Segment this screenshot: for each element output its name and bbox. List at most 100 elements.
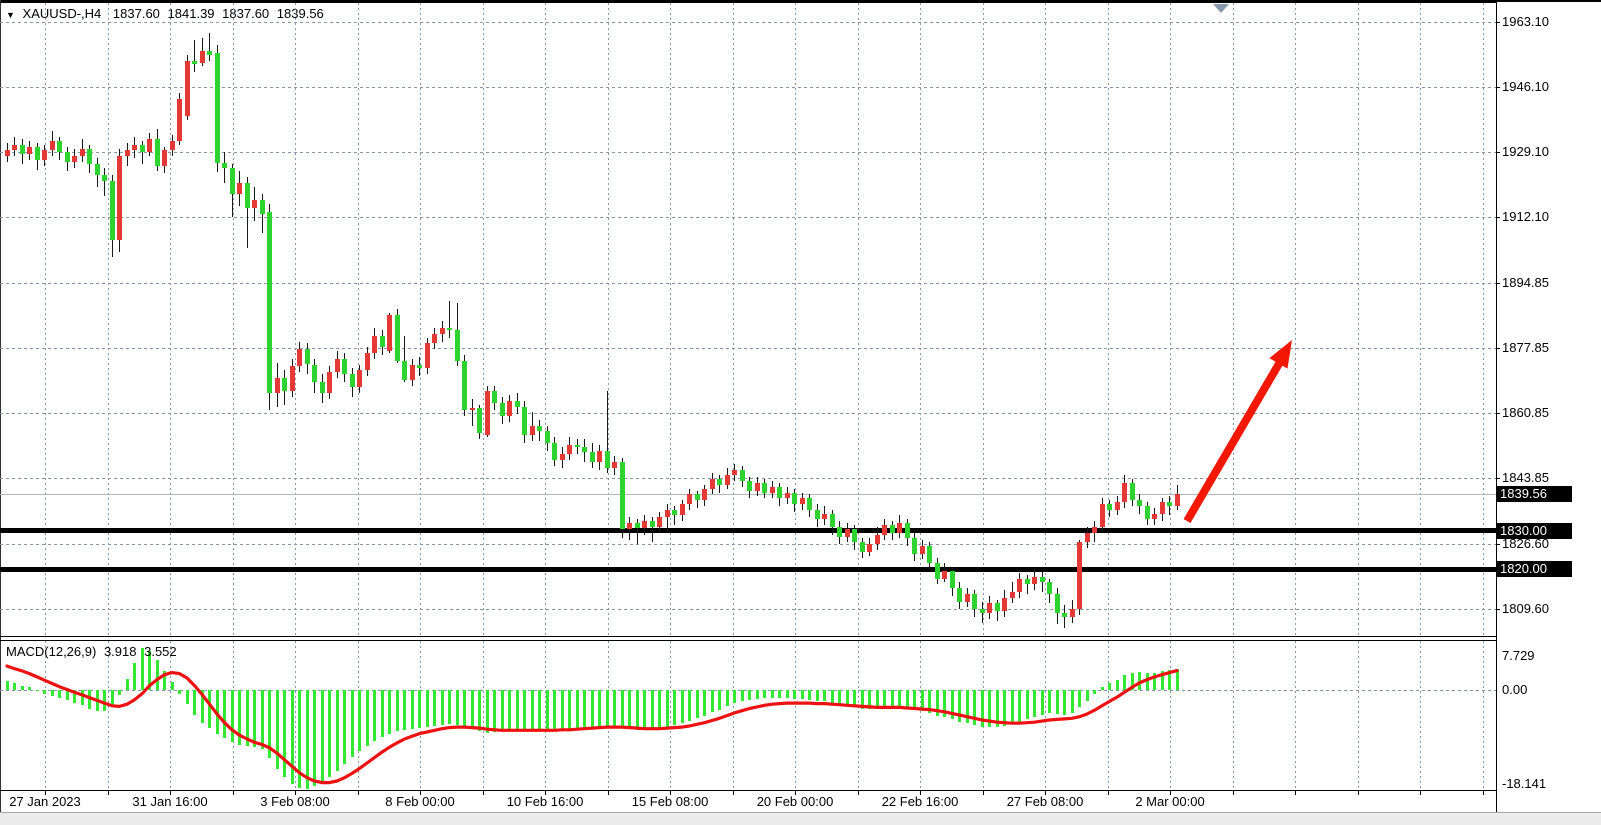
- macd-histogram-bar: [260, 690, 264, 749]
- candle-body: [237, 182, 242, 195]
- candle-body: [874, 534, 880, 545]
- candle-body: [942, 570, 947, 579]
- candle-body: [282, 377, 287, 392]
- horizontal-gridline: [0, 477, 1496, 479]
- chart-shift-marker-icon[interactable]: [1213, 4, 1229, 13]
- macd-histogram-bar: [763, 690, 766, 699]
- candle-body: [109, 181, 115, 241]
- vertical-gridline: [295, 3, 296, 636]
- candle-body: [1122, 483, 1127, 503]
- horizontal-gridline: [0, 151, 1496, 153]
- main-panel-top-border: [0, 2, 1497, 3]
- candle-body: [387, 314, 392, 352]
- macd-histogram-bar: [733, 690, 736, 704]
- candle-wick: [1064, 605, 1065, 629]
- candle-body: [319, 381, 325, 394]
- macd-histogram-bar: [995, 690, 999, 728]
- vertical-gridline: [1045, 641, 1046, 790]
- trend-arrow[interactable]: [1183, 359, 1284, 524]
- candle-body: [792, 492, 797, 504]
- candle-wick: [104, 167, 105, 197]
- macd-histogram-bar: [410, 690, 414, 730]
- horizontal-gridline: [0, 22, 1496, 23]
- candle-body: [87, 148, 92, 164]
- price-axis-tickmark: [1496, 608, 1500, 610]
- time-axis[interactable]: 27 Jan 2023 31 Jan 16:00 3 Feb 08:00 8 Feb …: [0, 791, 1497, 812]
- macd-histogram-bar: [95, 690, 99, 711]
- macd-axis-zero: 0.00: [1502, 682, 1528, 697]
- candle-body: [619, 461, 625, 529]
- vertical-gridline: [295, 641, 296, 790]
- candle-body: [589, 452, 595, 462]
- macd-histogram-bar: [335, 690, 339, 771]
- price-axis[interactable]: 1963.10 1946.10 1929.10 1912.10 1894.85 1877.…: [1496, 0, 1601, 812]
- horizontal-gridline: [0, 216, 1496, 218]
- vertical-gridline: [1170, 641, 1171, 790]
- candle-body: [72, 156, 77, 162]
- candle-body: [64, 152, 70, 162]
- vertical-gridline: [982, 3, 984, 636]
- macd-histogram-bar: [875, 690, 879, 709]
- candle-body: [979, 609, 985, 613]
- macd-histogram-bar: [365, 690, 369, 746]
- candle-body: [222, 163, 227, 169]
- candle-body: [544, 431, 550, 443]
- macd-histogram-bar: [358, 690, 361, 752]
- price-axis-border: [1496, 2, 1497, 812]
- macd-histogram-bar: [560, 690, 564, 730]
- macd-histogram-bar: [50, 690, 54, 696]
- support-line[interactable]: [0, 566, 1496, 572]
- window-top-border: [0, 0, 1601, 2]
- candle-body: [762, 483, 767, 493]
- vertical-gridline: [107, 3, 109, 636]
- candle-body: [454, 330, 460, 361]
- price-axis-label: 1912.10: [1502, 208, 1549, 224]
- price-axis-tickmark: [1496, 282, 1500, 284]
- macd-histogram-bar: [253, 690, 256, 748]
- macd-histogram-bar: [1018, 690, 1021, 722]
- macd-histogram-bar: [163, 670, 166, 690]
- candle-body: [214, 52, 220, 164]
- vertical-gridline: [1357, 641, 1359, 790]
- candle-body: [514, 400, 520, 407]
- chart-menu-arrow-icon[interactable]: ▼: [6, 10, 15, 20]
- candle-body: [972, 593, 977, 610]
- candle-body: [852, 528, 857, 543]
- macd-histogram-bar: [463, 690, 466, 728]
- horizontal-gridline: [0, 347, 1496, 349]
- price-box-current-price: 1839.56: [1497, 486, 1572, 503]
- price-axis-tickmark: [1496, 543, 1500, 545]
- candle-body: [477, 408, 482, 434]
- vertical-gridline: [857, 3, 859, 636]
- candle-body: [1167, 502, 1172, 506]
- candle-body: [537, 425, 542, 432]
- candle-body: [507, 400, 512, 417]
- candle-body: [747, 481, 752, 491]
- candle-body: [814, 509, 820, 520]
- candle-body: [439, 328, 445, 334]
- macd-histogram-bar: [305, 690, 309, 789]
- time-axis-label: 8 Feb 00:00: [385, 794, 455, 809]
- macd-histogram-bar: [320, 690, 324, 783]
- macd-histogram-bar: [860, 690, 864, 709]
- candle-wick: [606, 391, 608, 474]
- macd-histogram-bar: [373, 690, 376, 741]
- macd-histogram-bar: [800, 690, 804, 699]
- candle-wick: [209, 32, 210, 61]
- macd-histogram-bar: [658, 690, 661, 729]
- candle-body: [949, 570, 955, 589]
- macd-histogram-bar: [485, 690, 489, 733]
- candle-body: [267, 211, 272, 394]
- vertical-gridline: [1420, 641, 1421, 790]
- candle-body: [919, 546, 925, 554]
- candle-body: [777, 486, 782, 499]
- macd-histogram-bar: [5, 681, 9, 690]
- vertical-gridline: [1357, 3, 1359, 636]
- candle-body: [259, 200, 265, 214]
- macd-axis-max: 7.729: [1502, 648, 1535, 663]
- support-line[interactable]: [0, 528, 1496, 534]
- macd-histogram-bar: [845, 690, 849, 706]
- macd-histogram-bar: [575, 690, 579, 728]
- vertical-gridline: [857, 641, 859, 790]
